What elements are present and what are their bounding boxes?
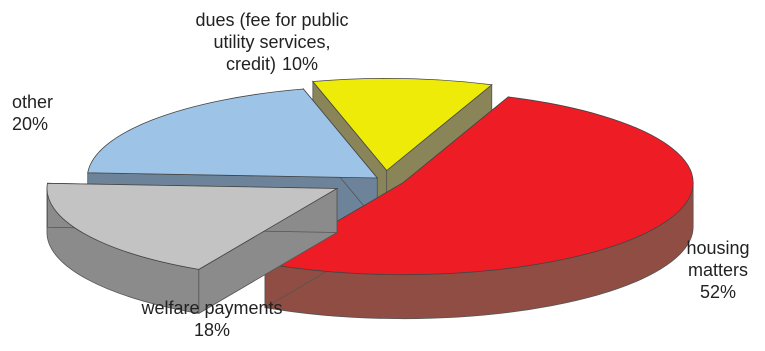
- pie-slice-welfare: [46, 182, 339, 315]
- slices-layer: [46, 78, 694, 320]
- pie-label-dues-line: credit): [226, 54, 276, 74]
- pie-label-housing-line: housing: [686, 238, 749, 258]
- pie-slice-dues-top: [312, 78, 493, 172]
- pie-label-housing-line: matters: [688, 260, 748, 280]
- pie-label-other: other 20%: [12, 92, 53, 134]
- pie-label-dues-line: dues (fee for public: [195, 10, 348, 30]
- pie-label-welfare-line: welfare payments: [140, 298, 282, 318]
- pie-value-welfare: 18%: [194, 320, 230, 340]
- pie-label-dues-line: utility services,: [213, 32, 330, 52]
- pie-slice-housing: [263, 96, 694, 320]
- pie-label-other-line: other: [12, 92, 53, 112]
- pie-slice-welfare-top: [46, 182, 339, 270]
- pie-label-welfare: welfare payments 18%: [140, 298, 282, 340]
- pie-slice-other-top: [87, 88, 379, 179]
- pie-value-other: 20%: [12, 114, 48, 134]
- pie-label-housing: housing matters 52%: [686, 238, 749, 302]
- pie-value-housing: 52%: [700, 282, 736, 302]
- labels-layer: housing matters 52% welfare payments 18% othe…: [12, 10, 750, 340]
- pie-value-dues: 10%: [282, 54, 318, 74]
- pie-slice-housing-top: [263, 96, 694, 276]
- pie-label-dues: dues (fee for public utility services, cre…: [195, 10, 348, 74]
